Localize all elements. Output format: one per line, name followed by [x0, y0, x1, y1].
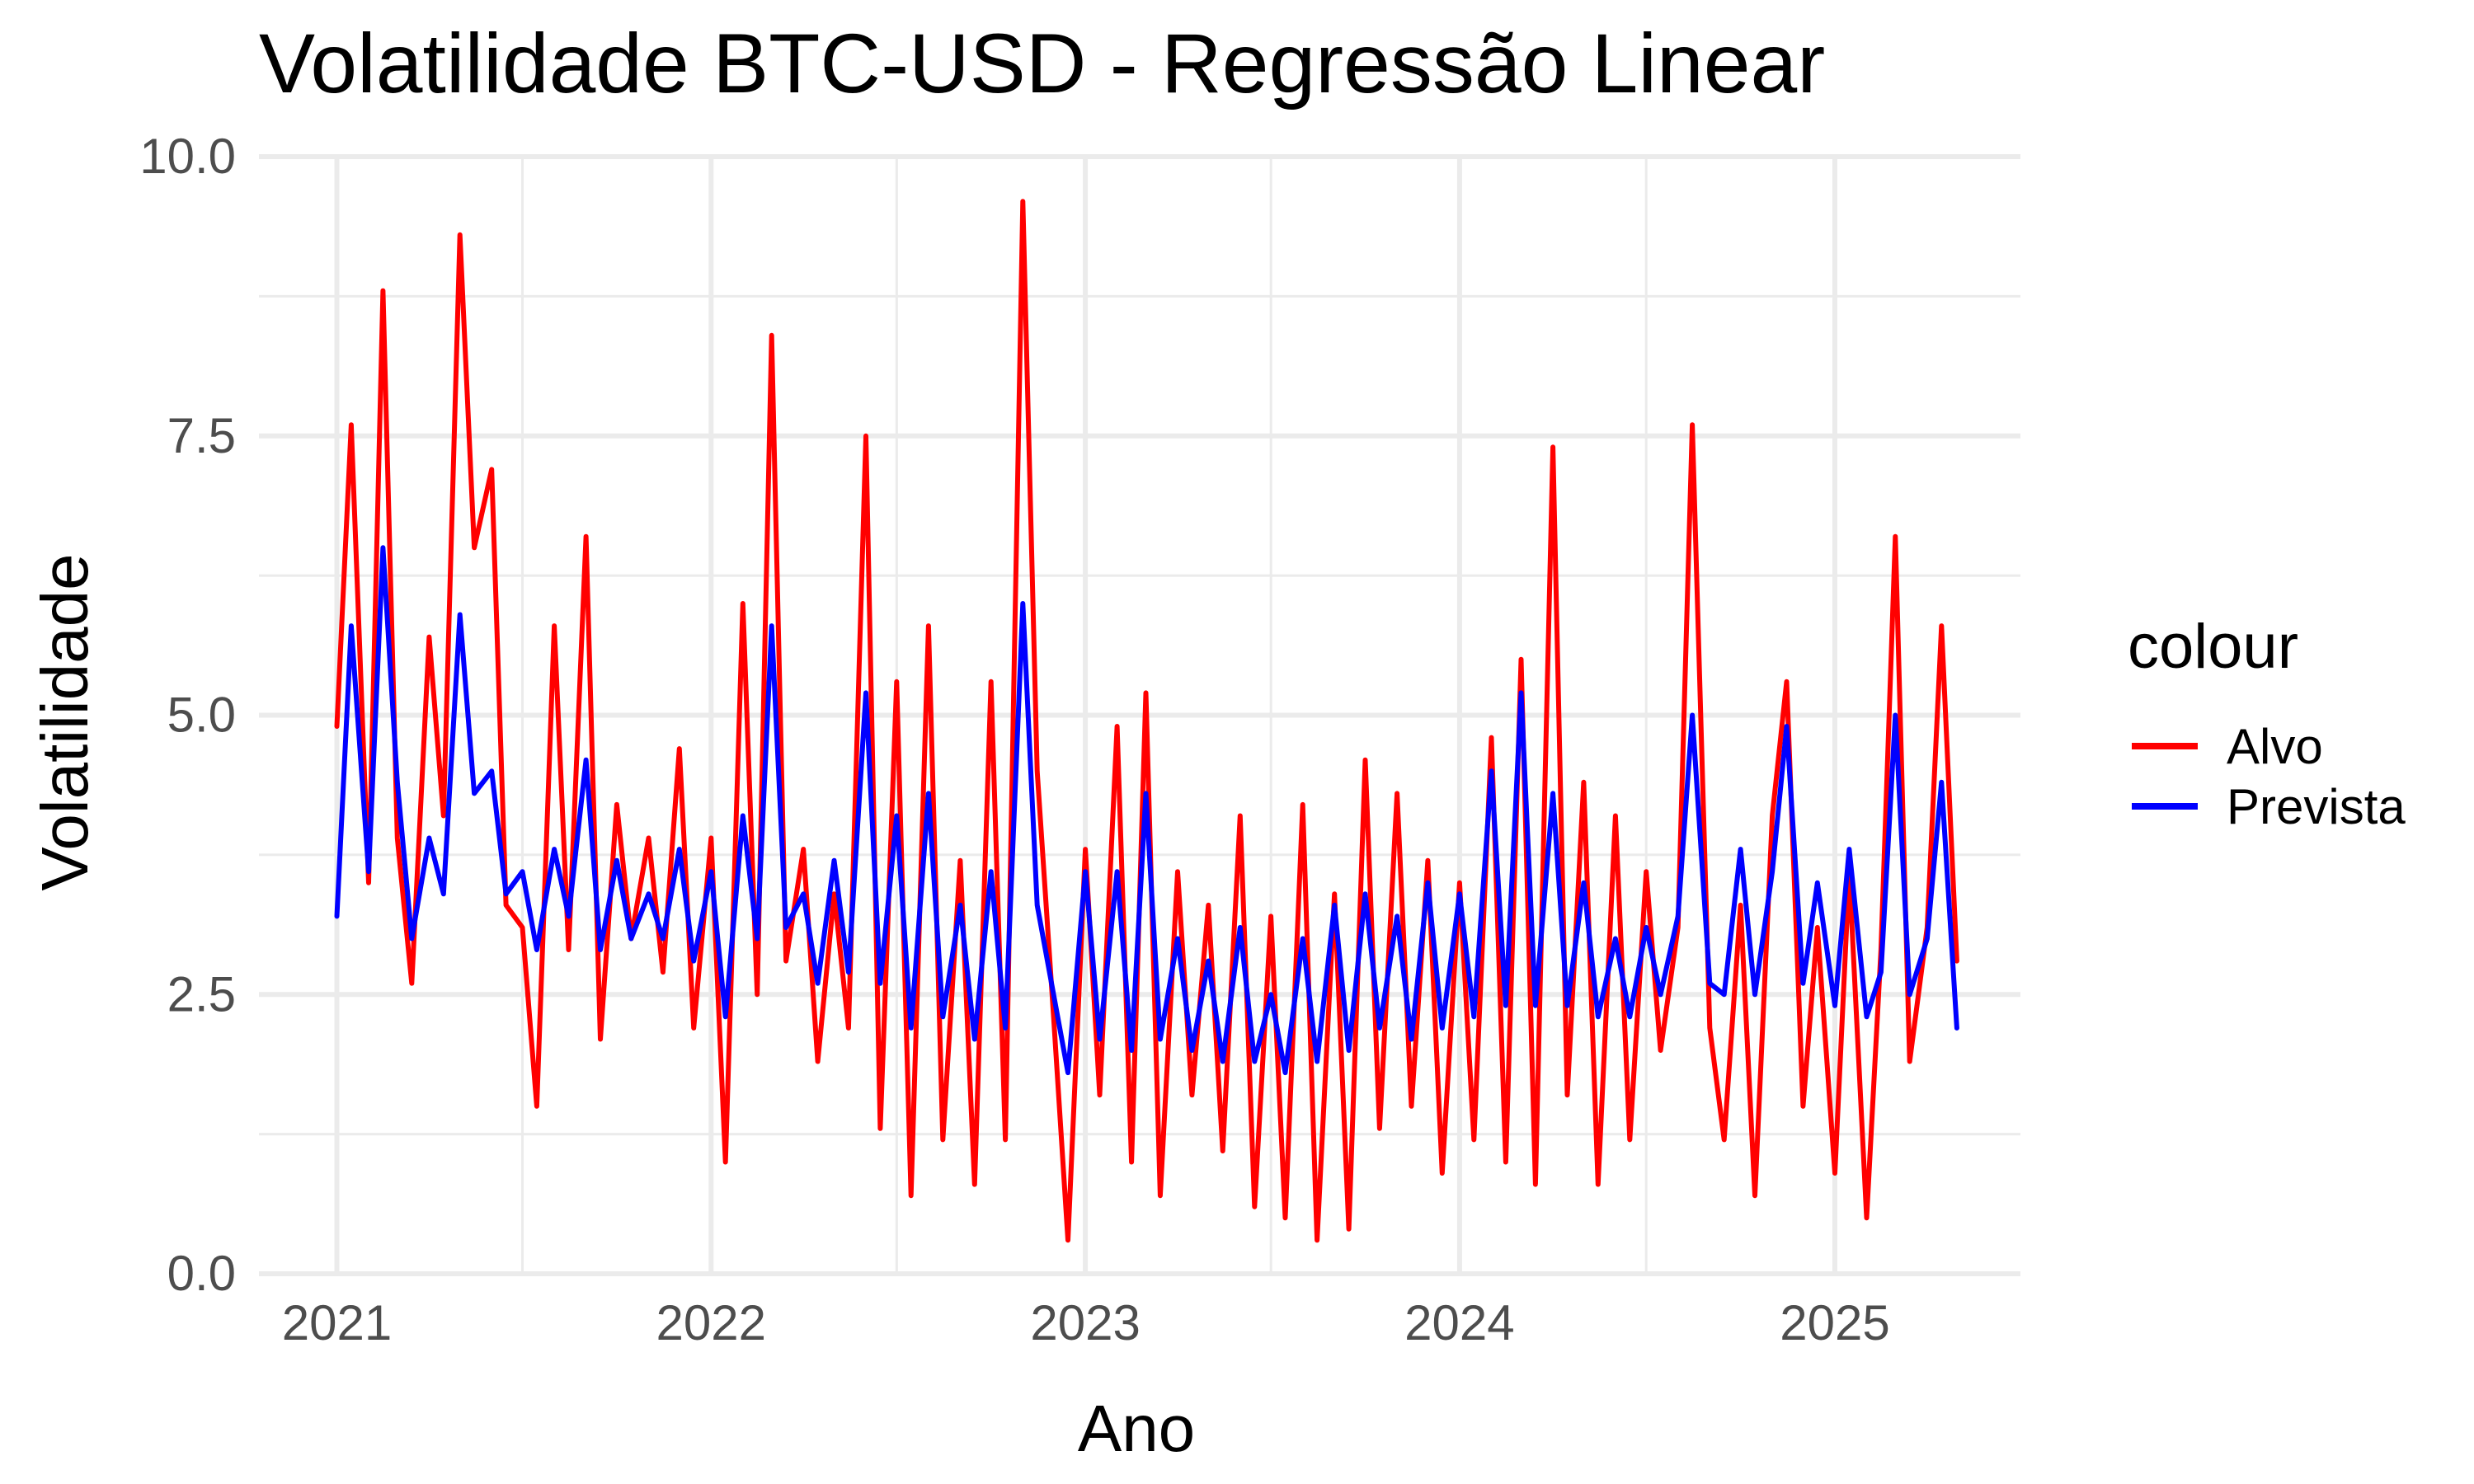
y-tick-label: 2.5: [167, 966, 236, 1021]
y-tick-label: 7.5: [167, 408, 236, 463]
x-tick-label: 2021: [282, 1295, 392, 1350]
y-tick-label: 5.0: [167, 688, 236, 743]
tick-labels: 0.0 2.5 5.0 7.5 10.0 2021 2022 2023 2024 2025: [139, 129, 1889, 1350]
legend-label-alvo: Alvo: [2227, 719, 2323, 774]
legend-title: colour: [2128, 612, 2298, 682]
y-tick-label: 10.0: [139, 129, 236, 184]
x-tick-label: 2022: [656, 1295, 766, 1350]
x-tick-label: 2023: [1030, 1295, 1140, 1350]
series-line-prevista: [334, 545, 1959, 1076]
series-lines: [334, 199, 1959, 1243]
x-axis-title: Ano: [1078, 1392, 1195, 1465]
legend: colour Alvo Prevista: [2128, 612, 2406, 834]
y-tick-label: 0.0: [167, 1246, 236, 1301]
x-tick-label: 2024: [1404, 1295, 1514, 1350]
chart-title: Volatilidade BTC-USD - Regressão Linear: [259, 16, 1825, 110]
legend-label-prevista: Prevista: [2227, 779, 2406, 834]
x-tick-label: 2025: [1780, 1295, 1889, 1350]
series-line-alvo: [334, 199, 1959, 1243]
y-axis-title: Volatilidade: [28, 553, 101, 890]
